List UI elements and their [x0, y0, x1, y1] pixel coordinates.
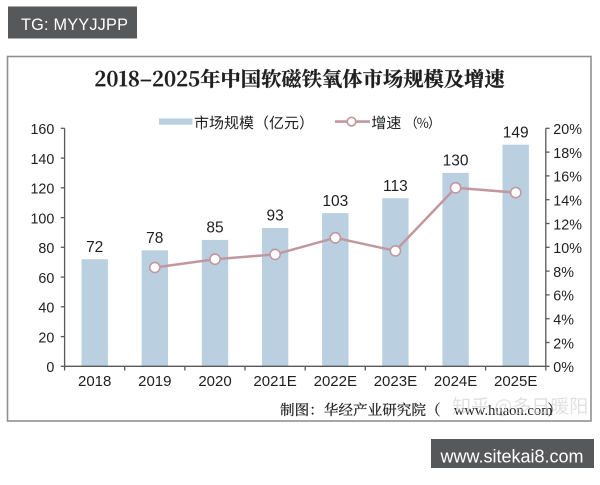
svg-text:TG: MYYJJPP: TG: MYYJJPP [21, 16, 128, 34]
svg-text:6%: 6% [553, 289, 574, 305]
svg-text:100: 100 [30, 211, 54, 227]
svg-text:140: 140 [30, 152, 54, 168]
svg-text:2022E: 2022E [314, 373, 357, 390]
svg-text:4%: 4% [553, 313, 574, 329]
svg-text:103: 103 [322, 193, 348, 210]
svg-text:130: 130 [443, 153, 469, 170]
svg-text:113: 113 [383, 178, 408, 195]
svg-text:0%: 0% [553, 360, 574, 376]
svg-text:2020: 2020 [198, 373, 231, 390]
svg-text:78: 78 [146, 230, 163, 247]
svg-text:40: 40 [38, 301, 54, 317]
svg-text:18%: 18% [553, 146, 582, 162]
svg-text:85: 85 [206, 220, 223, 237]
svg-text:12%: 12% [553, 217, 582, 233]
svg-text:www.sitekai8.com: www.sitekai8.com [439, 447, 583, 467]
svg-text:20%: 20% [553, 122, 582, 138]
svg-text:149: 149 [503, 124, 529, 141]
svg-text:2021E: 2021E [253, 373, 296, 390]
svg-text:2025E: 2025E [494, 373, 537, 390]
svg-text:14%: 14% [553, 194, 582, 210]
svg-text:160: 160 [30, 122, 54, 138]
svg-text:0: 0 [46, 360, 54, 376]
svg-text:2%: 2% [553, 336, 574, 352]
svg-text:72: 72 [86, 239, 103, 256]
svg-text:2023E: 2023E [374, 373, 417, 390]
svg-text:8%: 8% [553, 265, 574, 281]
svg-text:2018: 2018 [78, 373, 111, 390]
svg-text:120: 120 [30, 182, 54, 198]
svg-text:80: 80 [38, 241, 54, 257]
svg-text:2019: 2019 [138, 373, 171, 390]
svg-text:60: 60 [38, 271, 54, 287]
svg-text:20: 20 [38, 330, 54, 346]
svg-text:16%: 16% [553, 170, 582, 186]
svg-text:93: 93 [266, 208, 283, 225]
svg-text:2024E: 2024E [434, 373, 477, 390]
svg-text:10%: 10% [553, 241, 582, 257]
